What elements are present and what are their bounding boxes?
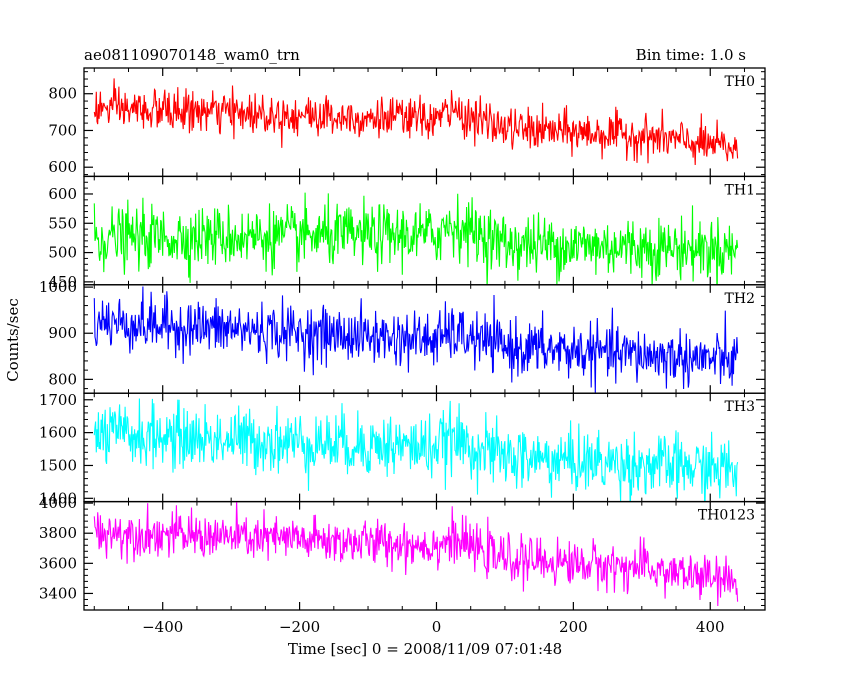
y-tick-label: 450 <box>48 273 77 291</box>
y-tick-label: 3600 <box>39 554 77 572</box>
x-axis-label: Time [sec] 0 = 2008/11/09 07:01:48 <box>288 640 562 658</box>
y-tick-label: 550 <box>48 214 77 232</box>
y-tick-label: 500 <box>48 244 77 262</box>
panel-th3: 1400 1500 1600 1700 TH3 <box>39 391 766 507</box>
panel-th0123: 3400 3600 3800 4000 TH0123 <box>39 494 766 611</box>
x-tick-label: −200 <box>279 618 320 636</box>
x-tick-label: 200 <box>559 618 588 636</box>
panel-label: TH3 <box>725 399 755 415</box>
series-line-th2 <box>93 286 739 394</box>
x-tick-label: 0 <box>432 618 442 636</box>
x-axis: −400 −200 0 200 400 <box>142 618 724 636</box>
y-tick-label: 1000 <box>39 278 77 296</box>
y-tick-label: 4000 <box>39 494 77 512</box>
chart-title: ae081109070148_wam0_trn <box>84 46 300 64</box>
panel-label: TH0123 <box>698 508 755 524</box>
panel-label: TH1 <box>725 182 755 198</box>
panels-group: 600 700 800 TH0 450 500 550 600 TH1 800 900 1000 TH2… <box>39 67 766 611</box>
y-tick-label: 600 <box>48 185 77 203</box>
x-tick-label: 400 <box>696 618 725 636</box>
y-tick-label: 1500 <box>39 456 77 474</box>
x-tick-label: −400 <box>142 618 183 636</box>
y-tick-label: 900 <box>48 324 77 342</box>
y-tick-label: 3400 <box>39 584 77 602</box>
y-tick-label: 600 <box>48 158 77 176</box>
y-tick-label: 3800 <box>39 524 77 542</box>
panel-th0: 600 700 800 TH0 <box>48 67 766 178</box>
series-line-th3 <box>93 398 739 502</box>
y-tick-label: 800 <box>48 370 77 388</box>
panel-label: TH0 <box>725 74 755 90</box>
y-tick-label: 1600 <box>39 424 77 442</box>
bin-time-label: Bin time: 1.0 s <box>636 46 746 64</box>
y-tick-label: 1400 <box>39 489 77 507</box>
series-line-th1 <box>93 192 739 285</box>
y-axis-label: Counts/sec <box>4 298 22 382</box>
y-tick-label: 1700 <box>39 391 77 409</box>
panel-th1: 450 500 550 600 TH1 <box>48 175 766 291</box>
y-tick-label: 700 <box>48 121 77 139</box>
y-tick-label: 800 <box>48 85 77 103</box>
series-line-th0123 <box>93 501 739 607</box>
panel-label: TH2 <box>725 291 755 307</box>
series-line-th0 <box>93 78 739 166</box>
panel-frame <box>83 500 766 611</box>
panel-th2: 800 900 1000 TH2 <box>39 278 766 394</box>
